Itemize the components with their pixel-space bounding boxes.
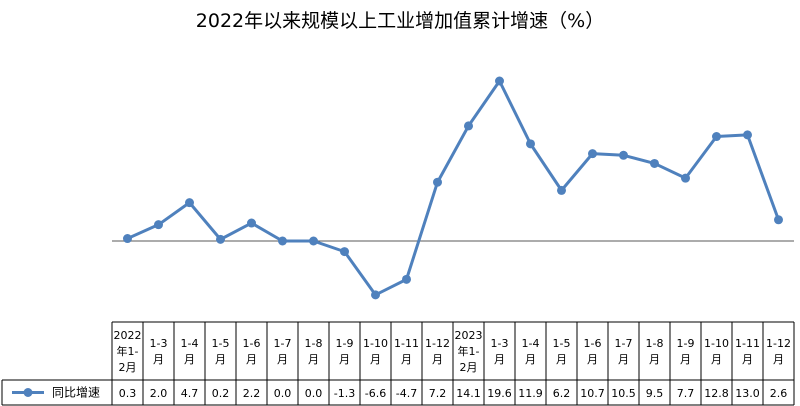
category-label: 月 [556,353,567,366]
category-label: 1-11 [394,337,419,350]
category-label: 1-3 [150,337,168,350]
category-label: 月 [680,353,691,366]
category-label: 1-9 [677,337,695,350]
category-label: 月 [742,353,753,366]
category-label: 月 [649,353,660,366]
data-point [154,220,163,230]
value-label: -1.3 [334,387,355,400]
series-line [126,79,780,297]
category-label: 月 [153,353,164,366]
category-label: 月 [277,353,288,366]
data-point [340,247,349,257]
category-label: 月 [401,353,412,366]
series-layer [123,76,783,300]
data-point [278,236,287,246]
value-label: 10.5 [611,387,636,400]
data-point [526,139,535,149]
chart-title: 2022年以来规模以上工业增加值累计增速（%） [196,10,604,32]
category-label: 月 [339,353,350,366]
value-label: 0.0 [305,387,323,400]
category-label: 1-4 [181,337,199,350]
data-point [650,158,659,168]
category-label: 月 [711,353,722,366]
category-label: 1-4 [522,337,540,350]
value-label: 2.6 [770,387,788,400]
category-label: 月 [773,353,784,366]
category-label: 1-10 [704,337,729,350]
data-point [619,150,628,160]
value-label: 0.0 [274,387,292,400]
category-label: 年1- [117,344,139,358]
category-label: 2023 [455,329,483,342]
category-label: 1-12 [766,337,791,350]
value-label: 2.2 [243,387,261,400]
data-point [309,236,318,246]
value-label: 0.3 [119,387,137,400]
data-point [557,185,566,195]
data-point [588,149,597,159]
category-label: 1-6 [243,337,261,350]
category-label: 1-9 [336,337,354,350]
data-point [247,218,256,228]
data-point [185,198,194,208]
category-label: 1-8 [305,337,323,350]
data-point [464,121,473,131]
data-point [681,173,690,183]
category-label: 月 [618,353,629,366]
value-label: -4.7 [396,387,417,400]
data-point [712,132,721,142]
value-label: 2.0 [150,387,168,400]
data-point [402,274,411,284]
data-point [743,130,752,140]
category-label: 月 [246,353,257,366]
value-label: 13.0 [735,387,760,400]
category-label: 月 [370,353,381,366]
category-label: 1-5 [553,337,571,350]
category-label: 1-8 [646,337,664,350]
data-point [495,76,504,86]
category-label: 1-7 [615,337,633,350]
category-label: 1-6 [584,337,602,350]
category-label: 1-12 [425,337,450,350]
legend-marker-icon [23,388,33,397]
value-label: 11.9 [518,387,543,400]
category-label: 月 [494,353,505,366]
data-point [433,177,442,187]
data-point [216,234,225,244]
category-label: 1-11 [735,337,760,350]
category-label: 月 [525,353,536,366]
category-label: 月 [587,353,598,366]
value-label: 14.1 [456,387,481,400]
value-label: 12.8 [704,387,729,400]
category-label: 月 [308,353,319,366]
value-label: -6.6 [365,387,386,400]
value-label: 10.7 [580,387,605,400]
value-label: 7.2 [429,387,447,400]
category-label: 1-10 [363,337,388,350]
value-label: 19.6 [487,387,512,400]
category-label: 2022 [114,329,142,342]
legend-label: 同比增速 [52,386,100,400]
category-label: 1-5 [212,337,230,350]
value-label: 6.2 [553,387,571,400]
category-label: 月 [184,353,195,366]
value-label: 0.2 [212,387,230,400]
value-label: 4.7 [181,387,199,400]
value-label: 7.7 [677,387,695,400]
data-table: 2022 年1- 2月 1-3 月 1-4 月 1-5 月 1-6 月 1-7 月 1-8 月 1-9 月 1-1… [1,321,795,406]
data-point [774,215,783,225]
category-label: 1-3 [491,337,509,350]
data-point [371,290,380,300]
category-label: 2月 [460,361,478,374]
category-label: 2月 [119,361,137,374]
value-label: 9.5 [646,387,664,400]
category-label: 1-7 [274,337,292,350]
data-point [123,234,132,244]
category-label: 月 [432,353,443,366]
category-label: 月 [215,353,226,366]
category-label: 年1- [458,344,480,358]
